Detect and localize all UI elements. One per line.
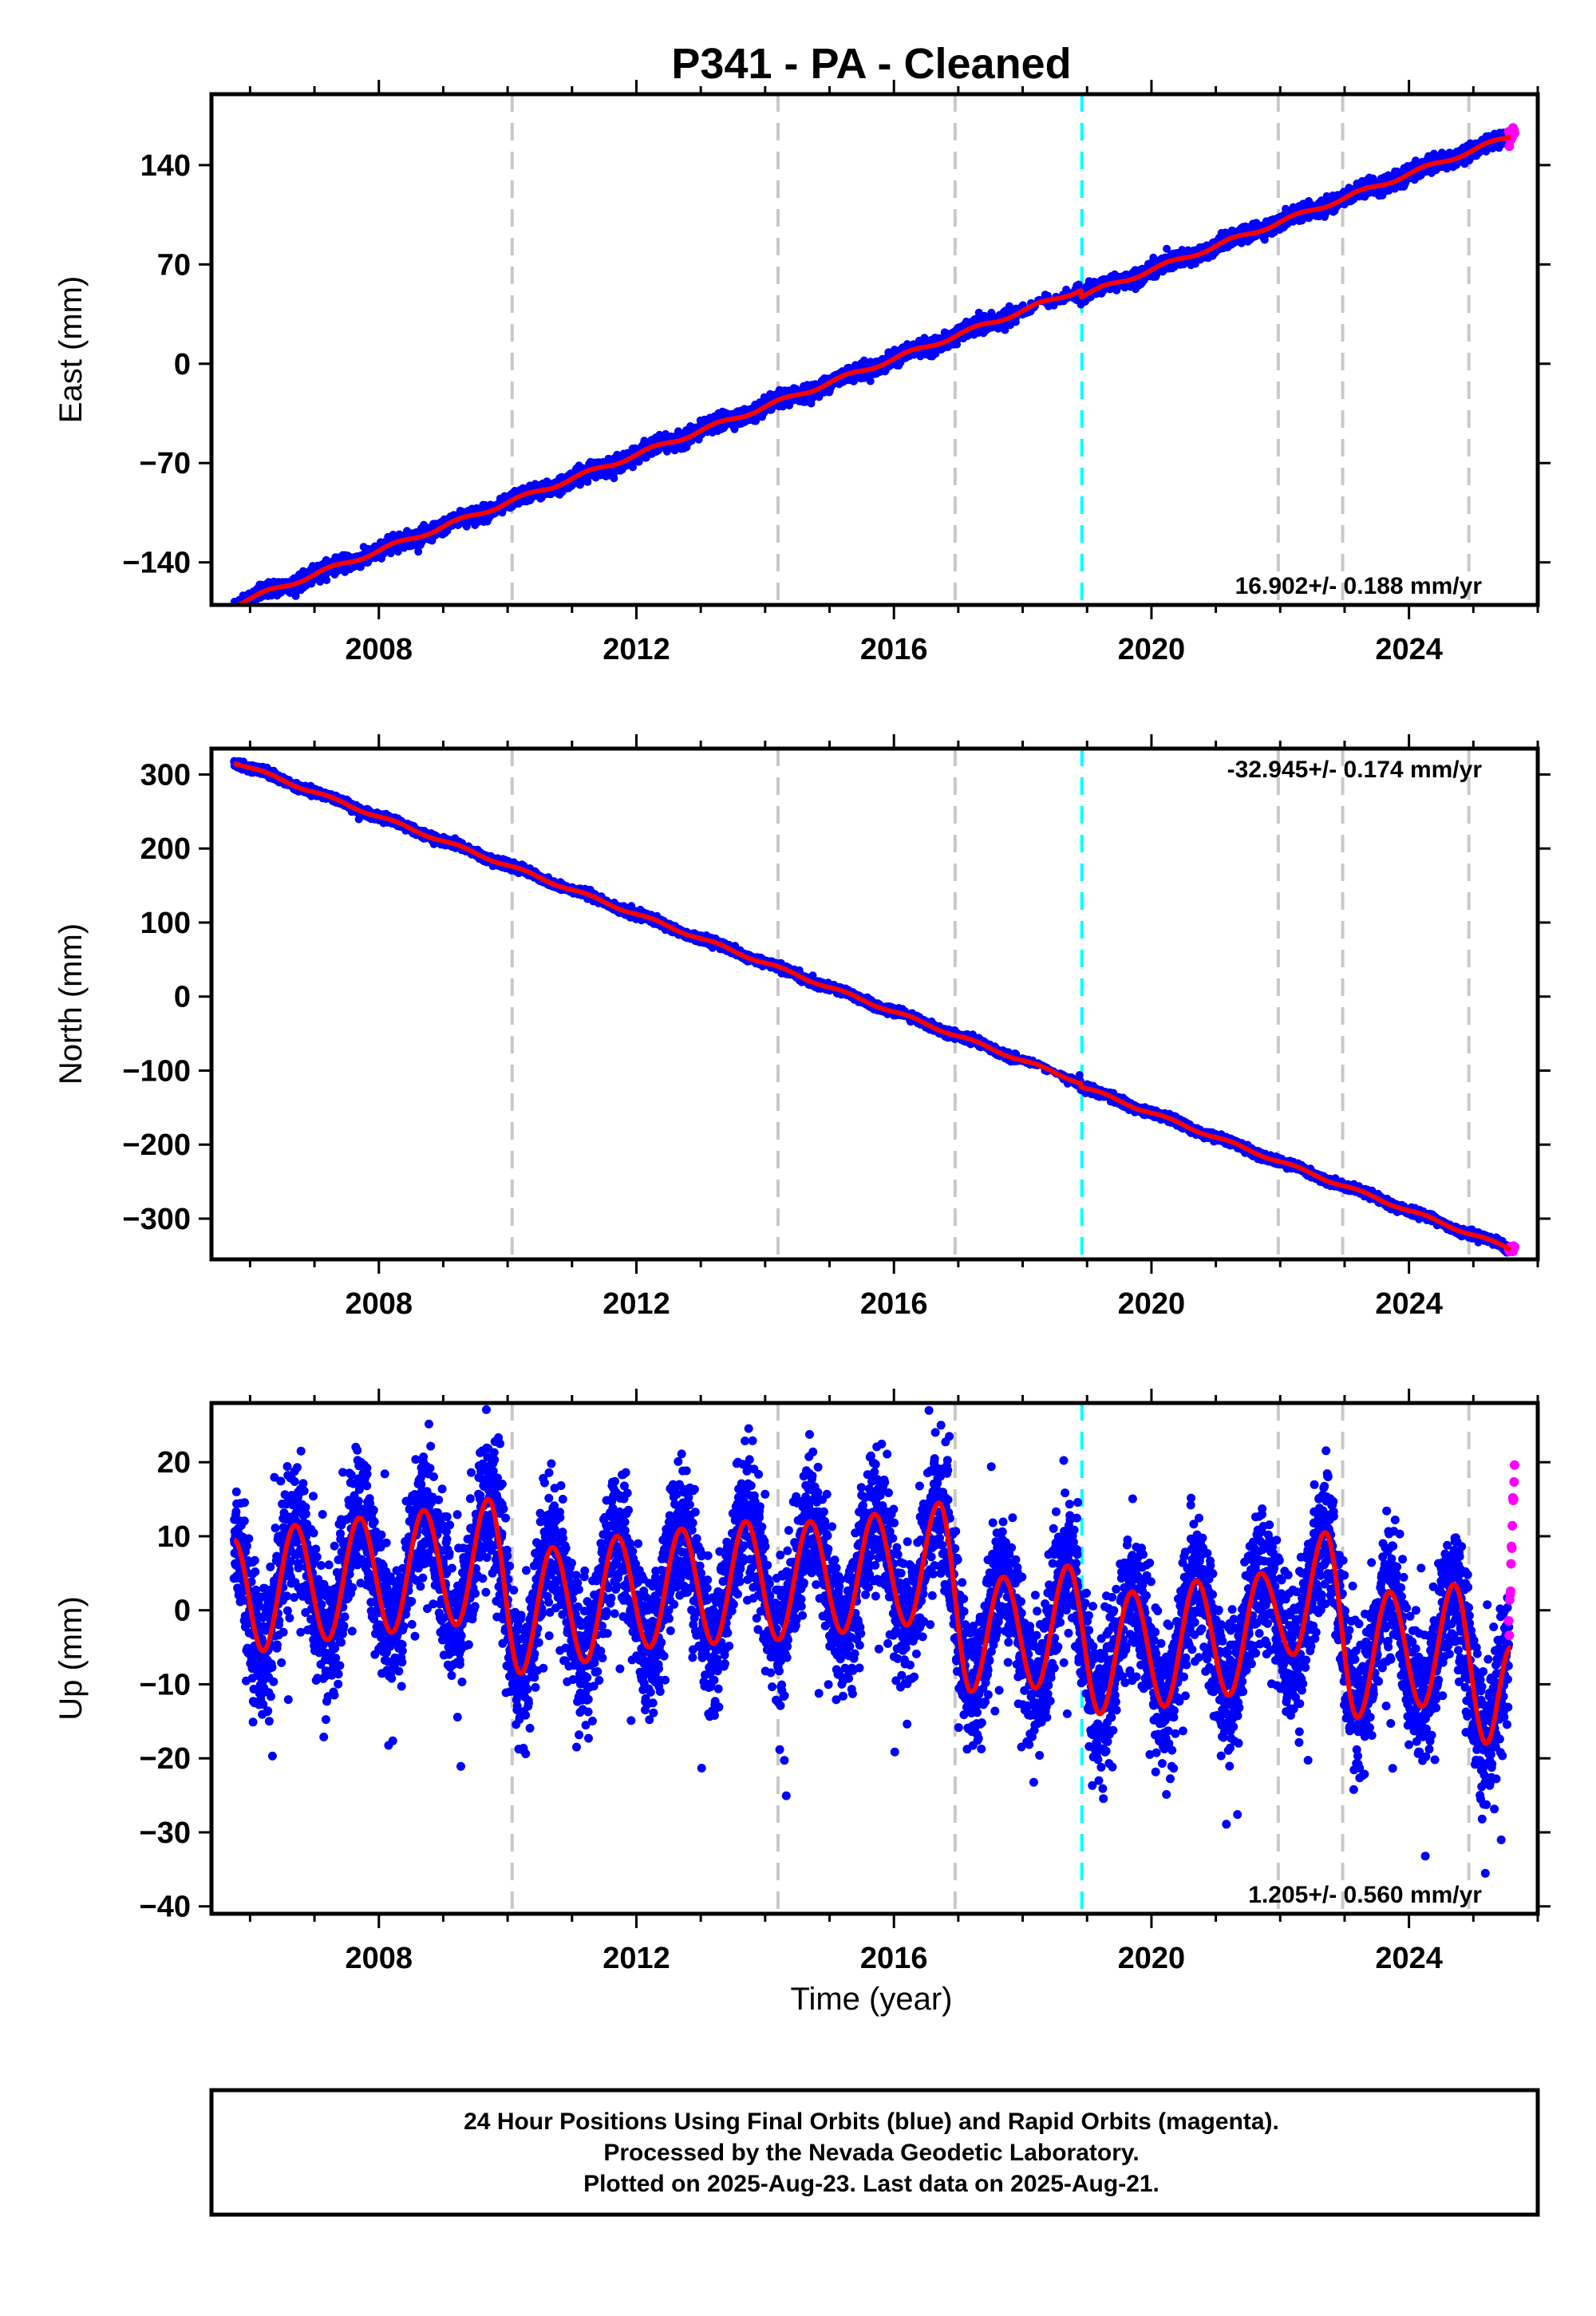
y-tick-label: −140	[122, 547, 191, 580]
y-tick-label: −30	[140, 1816, 191, 1850]
rapid-orbit-point	[1507, 1521, 1517, 1531]
rapid-orbit-point	[1510, 1242, 1519, 1251]
rate-label: -32.945+/- 0.174 mm/yr	[1227, 757, 1483, 783]
footer-box: 24 Hour Positions Using Final Orbits (bl…	[211, 2090, 1538, 2215]
y-axis-label: North (mm)	[53, 923, 89, 1085]
y-tick-label: −100	[122, 1054, 191, 1088]
rapid-orbit-point	[1510, 128, 1519, 138]
y-tick-label: 140	[140, 149, 191, 183]
y-tick-label: 0	[174, 1595, 191, 1628]
y-tick-label: 70	[157, 248, 191, 282]
figure-title: P341 - PA - Cleaned	[671, 40, 1071, 88]
y-tick-label: 200	[140, 832, 191, 866]
x-tick-label: 2016	[860, 1942, 928, 1975]
y-tick-label: 0	[174, 348, 191, 381]
y-tick-label: −40	[140, 1891, 191, 1924]
x-tick-label: 2016	[860, 633, 928, 666]
y-tick-label: −20	[140, 1742, 191, 1776]
x-tick-label: 2020	[1118, 1287, 1186, 1321]
rapid-orbit-point	[1509, 1477, 1519, 1487]
rapid-orbit-point	[1504, 1616, 1514, 1626]
x-tick-label: 2008	[345, 1942, 413, 1975]
x-tick-label: 2020	[1118, 633, 1186, 666]
rapid-orbit-point	[1506, 1587, 1515, 1596]
rapid-orbit-point	[1504, 1630, 1514, 1640]
y-tick-label: −300	[122, 1203, 191, 1236]
y-tick-label: 20	[157, 1446, 191, 1480]
y-tick-label: 300	[140, 758, 191, 792]
y-axis-label: East (mm)	[53, 276, 89, 423]
rapid-orbit-point	[1509, 1494, 1519, 1504]
footer-line-1: 24 Hour Positions Using Final Orbits (bl…	[464, 2109, 1279, 2135]
y-tick-label: 10	[157, 1520, 191, 1554]
x-tick-label: 2024	[1375, 633, 1443, 666]
x-tick-label: 2024	[1375, 1942, 1443, 1975]
y-tick-label: −10	[140, 1668, 191, 1701]
rapid-orbit-point	[1506, 1559, 1515, 1569]
x-axis-label: Time (year)	[791, 1982, 953, 2017]
y-tick-label: −70	[140, 447, 191, 480]
x-tick-label: 2008	[345, 633, 413, 666]
footer-line-2: Processed by the Nevada Geodetic Laborat…	[603, 2140, 1139, 2166]
x-tick-label: 2020	[1118, 1942, 1186, 1975]
footer-line-3: Plotted on 2025-Aug-23. Last data on 202…	[583, 2171, 1159, 2197]
x-tick-label: 2016	[860, 1287, 928, 1321]
x-tick-label: 2012	[602, 1287, 670, 1321]
rapid-orbit-point	[1510, 1460, 1519, 1470]
y-tick-label: 100	[140, 907, 191, 940]
x-tick-label: 2012	[602, 1942, 670, 1975]
y-tick-label: 0	[174, 981, 191, 1014]
x-tick-label: 2012	[602, 633, 670, 666]
rate-label: 16.902+/- 0.188 mm/yr	[1235, 573, 1483, 599]
x-tick-label: 2024	[1375, 1287, 1443, 1321]
rapid-orbit-point	[1507, 1543, 1517, 1553]
y-axis-label: Up (mm)	[53, 1596, 89, 1721]
y-tick-label: −200	[122, 1128, 191, 1162]
rate-label: 1.205+/- 0.560 mm/yr	[1248, 1882, 1482, 1908]
x-tick-label: 2008	[345, 1287, 413, 1321]
